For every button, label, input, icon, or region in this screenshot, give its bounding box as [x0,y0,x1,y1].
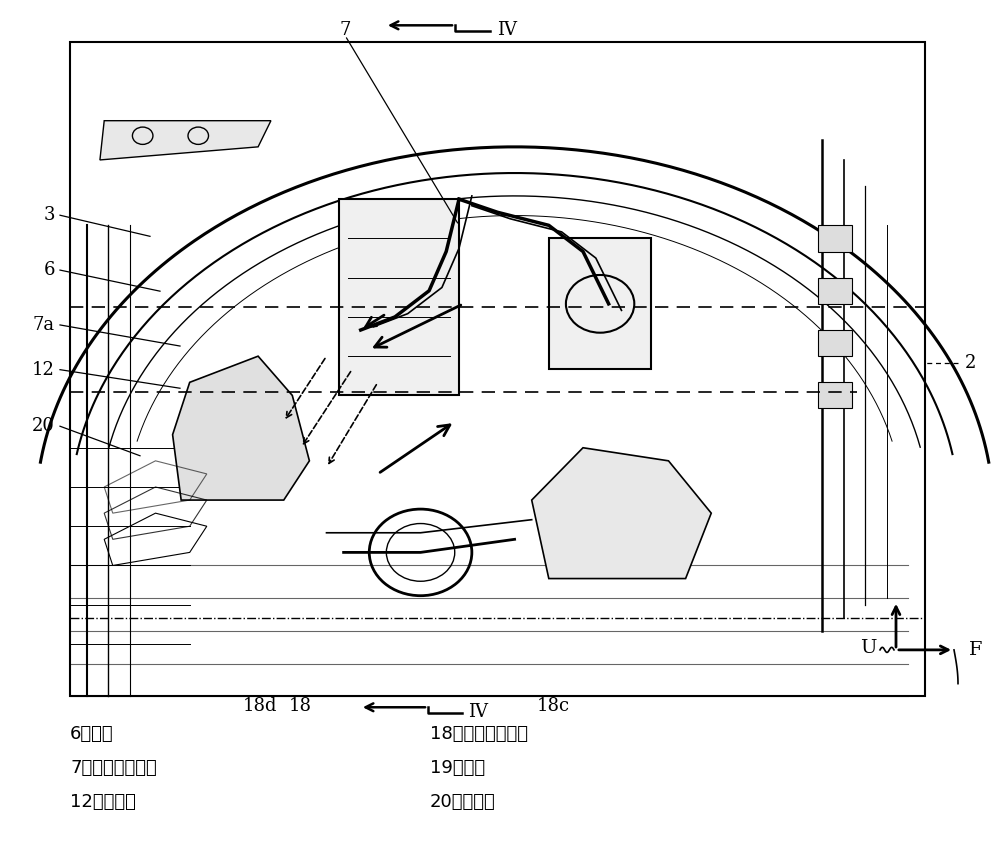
Text: IV: IV [468,703,488,722]
Text: 18c: 18c [536,697,570,716]
Text: 19：底罩: 19：底罩 [430,759,485,777]
Text: 12: 12 [32,360,55,379]
Polygon shape [100,121,271,160]
Text: 18: 18 [288,697,312,716]
Text: 18：发动机安装件: 18：发动机安装件 [430,725,528,744]
Text: IV: IV [497,21,517,40]
Text: 6：轮罩: 6：轮罩 [70,725,114,744]
Text: U: U [860,639,876,657]
Text: 12：挡泥板: 12：挡泥板 [70,793,136,811]
Bar [818,382,852,408]
Text: 3: 3 [44,206,55,225]
Polygon shape [173,356,309,500]
Text: F: F [969,641,983,659]
Bar [818,225,852,252]
Text: 20: 20 [32,417,55,436]
Text: 20：排出部: 20：排出部 [430,793,496,811]
Text: 7a: 7a [33,316,55,334]
Text: 7: 7 [339,20,351,39]
Bar [549,238,651,370]
Bar [339,199,459,395]
Bar [818,330,852,356]
Bar [70,42,925,696]
Bar [818,278,852,304]
Text: 7：排气净化装置: 7：排气净化装置 [70,759,157,777]
Polygon shape [532,447,711,579]
Text: 18d: 18d [243,697,277,716]
Text: 2: 2 [965,354,976,372]
Text: 6: 6 [44,261,55,279]
